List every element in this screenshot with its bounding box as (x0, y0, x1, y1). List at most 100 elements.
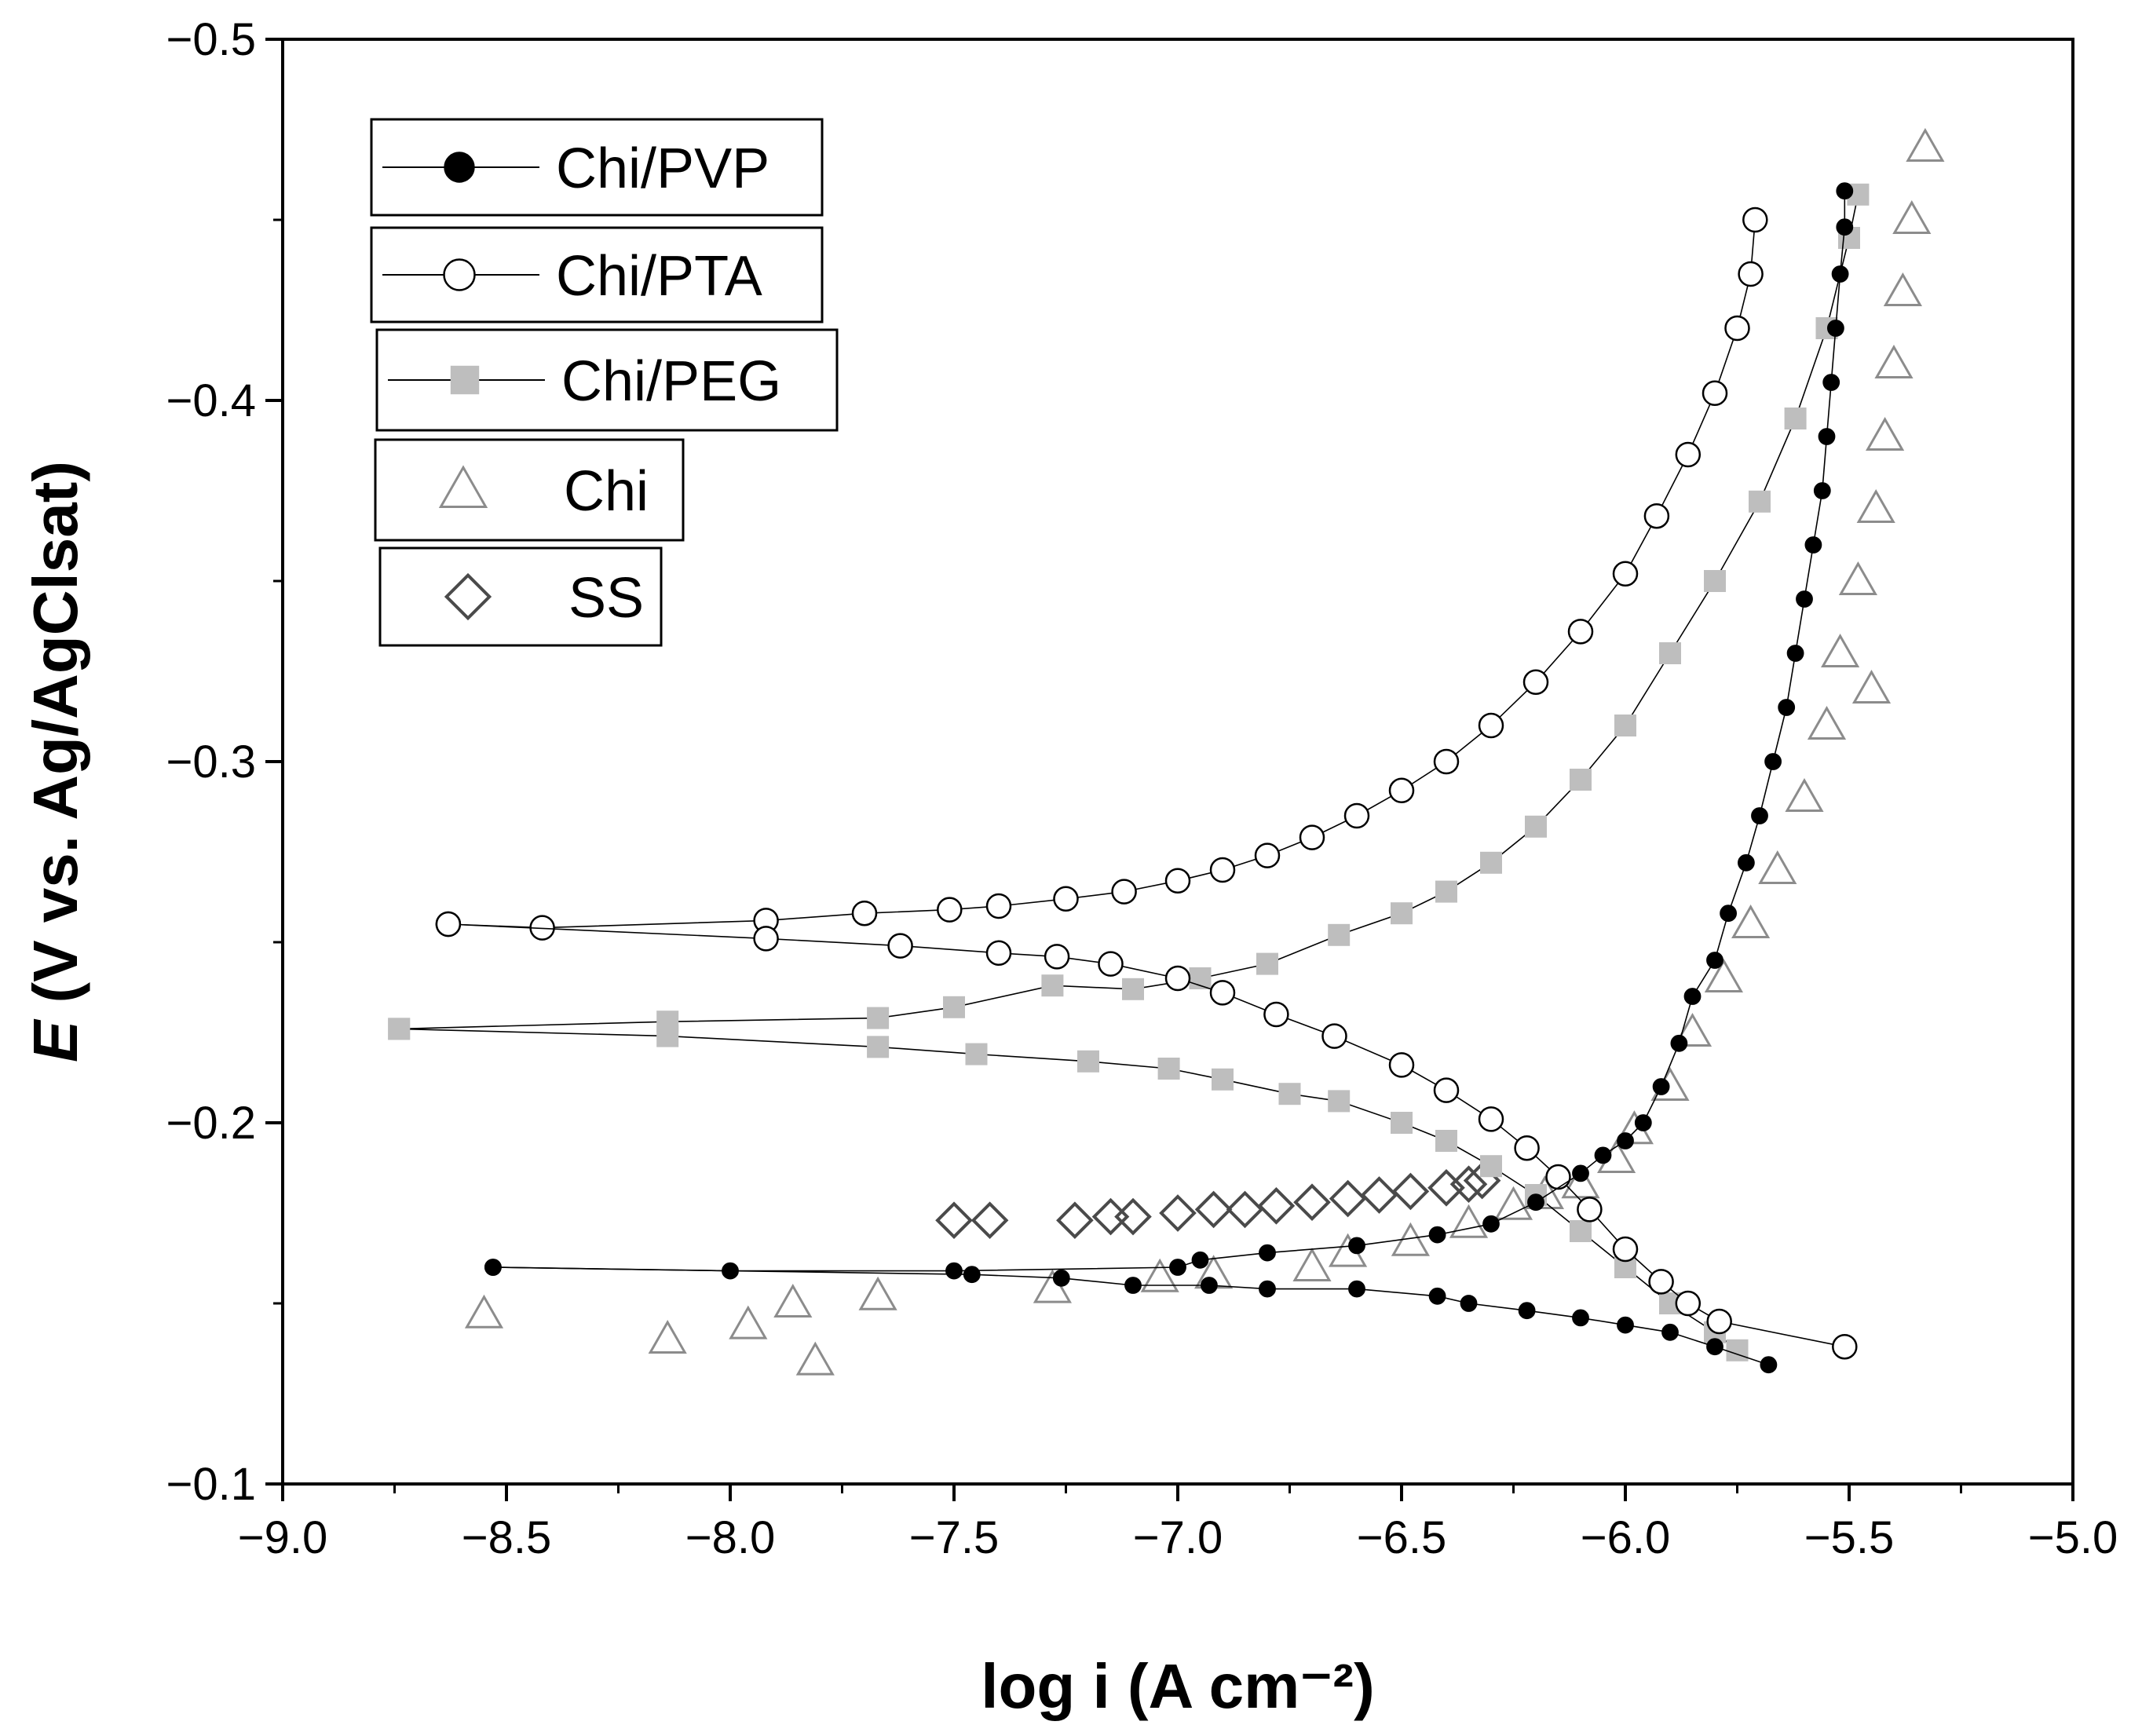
data-point (1257, 1186, 1296, 1225)
data-point (1478, 712, 1504, 739)
data-point (1056, 1201, 1094, 1240)
data-point (1617, 1316, 1634, 1334)
data-point (1643, 503, 1670, 529)
legend-item-chi-pta: Chi/PTA (370, 226, 824, 323)
data-point (1209, 857, 1236, 883)
legend-item-chi-peg: Chi/PEG (375, 328, 839, 432)
series-layer (388, 127, 1945, 1376)
series-chi-pta-cathodic- (435, 911, 1858, 1360)
data-point (1482, 1215, 1500, 1233)
y-tick-label: −0.3 (166, 736, 257, 788)
series-ss (935, 1161, 1501, 1240)
data-point (1321, 1023, 1347, 1049)
data-point (729, 1305, 768, 1339)
data-point (1738, 853, 1755, 872)
data-point (1883, 272, 1922, 306)
y-axis-title: E (V vs. Ag/AgClsat) (20, 461, 90, 1062)
data-point (1836, 218, 1854, 236)
data-point (1874, 344, 1914, 378)
data-point (1140, 1258, 1179, 1292)
data-point (1851, 669, 1892, 704)
data-point (1545, 1164, 1571, 1190)
x-tick-label: −7.0 (1133, 1512, 1223, 1563)
data-point (970, 1201, 1009, 1240)
data-point (1449, 1204, 1489, 1238)
y-axis: −0.1 −0.2 −0.3 −0.4 −0.5 (166, 14, 283, 1510)
data-point (1256, 952, 1278, 975)
x-tick-label: −5.5 (1804, 1512, 1895, 1563)
data-point (1758, 850, 1797, 884)
series-chi-pvp-cathodic- (484, 1259, 1778, 1374)
data-point (1360, 1176, 1398, 1214)
series-chi-peg-cathodic- (388, 1018, 1749, 1361)
x-tick-label: −5.0 (2028, 1512, 2118, 1563)
data-point (1778, 699, 1796, 716)
data-point (1259, 1244, 1276, 1262)
data-point (887, 933, 913, 959)
data-point (1164, 965, 1191, 992)
data-point (1831, 265, 1849, 283)
data-point (1098, 951, 1124, 977)
data-point (1518, 1302, 1536, 1320)
data-point (1091, 1197, 1130, 1236)
data-point (1259, 1280, 1276, 1298)
data-point (1480, 851, 1502, 874)
data-point (1856, 488, 1895, 523)
data-point (1514, 1135, 1540, 1161)
data-point (985, 940, 1012, 967)
data-point (773, 1283, 813, 1318)
legend-label: Chi/PTA (556, 245, 762, 308)
data-point (943, 996, 965, 1018)
legend-label: SS (568, 567, 644, 630)
data-point (1077, 1050, 1099, 1073)
data-point (1760, 1356, 1778, 1374)
data-point (1052, 1269, 1070, 1287)
series-chi-pvp (484, 182, 1854, 1280)
data-point (1683, 988, 1702, 1005)
data-point (1704, 958, 1743, 992)
data-point (1226, 1190, 1264, 1229)
data-point (648, 1319, 687, 1354)
x-tick-label: −6.5 (1357, 1512, 1447, 1563)
y-axis-title-text: (V vs. Ag/AgClsat) (20, 461, 90, 1021)
data-point (795, 1341, 835, 1376)
data-point (1706, 1338, 1723, 1356)
data-point (1348, 1237, 1365, 1255)
data-point (1784, 408, 1807, 429)
data-point (1724, 315, 1750, 342)
data-point (1169, 1259, 1186, 1276)
data-point (1786, 645, 1804, 662)
data-point (1738, 261, 1764, 287)
data-point (1292, 1247, 1332, 1281)
data-point (1254, 842, 1281, 868)
series-chi-pta (435, 206, 1768, 941)
x-tick-label: −8.0 (685, 1512, 776, 1563)
y-tick-label: −0.5 (166, 14, 257, 65)
data-point (985, 893, 1012, 919)
legend-label: Chi/PEG (561, 350, 781, 413)
data-point (1428, 1226, 1446, 1244)
legend-box (378, 546, 663, 647)
legend-box (374, 438, 685, 542)
data-point (388, 1018, 411, 1040)
x-tick-label: −8.5 (462, 1512, 552, 1563)
data-point (1278, 1083, 1301, 1106)
data-point (1328, 1090, 1351, 1113)
data-point (1751, 807, 1768, 824)
data-point (1435, 1130, 1457, 1152)
x-axis-title: log i (A cm⁻²) (981, 1651, 1374, 1721)
data-point (1659, 642, 1681, 664)
data-point (1194, 1190, 1233, 1229)
data-point (1433, 748, 1460, 775)
data-point (1661, 1323, 1679, 1341)
legend-marker (443, 258, 476, 291)
legend-item-ss: SS (378, 546, 663, 647)
legend-label: Chi (564, 460, 649, 523)
data-point (867, 1036, 890, 1058)
data-point (937, 897, 963, 923)
data-point (1764, 753, 1782, 770)
data-point (935, 1201, 973, 1240)
data-point (1212, 1068, 1234, 1091)
data-point (1329, 1179, 1367, 1218)
data-point (1866, 416, 1905, 451)
